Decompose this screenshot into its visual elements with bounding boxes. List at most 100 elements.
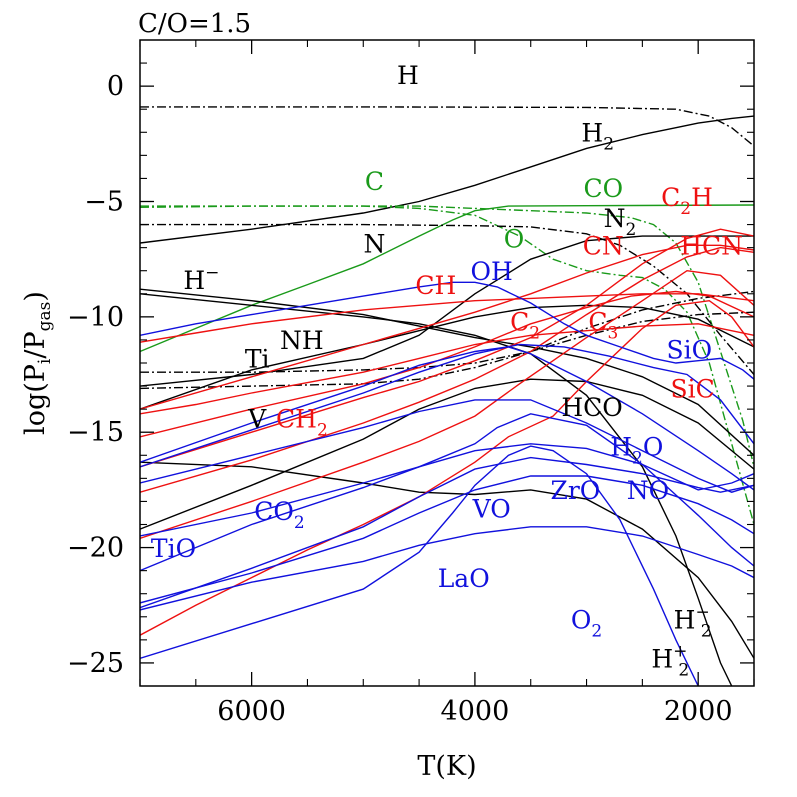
series-line-co2: [140, 399, 754, 493]
species-label-vo: VO: [472, 495, 511, 524]
series-line-n: [140, 223, 754, 375]
label-main: CH: [276, 405, 317, 434]
species-label-h2-: H− 2: [674, 602, 712, 641]
label-main: OH: [471, 257, 513, 286]
species-label-zro: ZrO: [550, 476, 600, 505]
y-tick-label: 0: [107, 71, 124, 102]
species-label-nh: NH: [280, 326, 324, 355]
series-line-h2o: [140, 346, 754, 491]
label-main: HCN: [680, 232, 743, 261]
y-title-end: ): [20, 291, 51, 302]
label-main: VO: [472, 495, 511, 524]
species-label-hcn: HCN: [680, 232, 743, 261]
species-label-oh: OH: [471, 257, 513, 286]
species-label-c2h: C2H: [661, 183, 713, 219]
label-main: C: [365, 167, 384, 196]
axis-ticks: 6000 4000 2000 0 −5 −10 −15 −20 −25: [67, 40, 755, 727]
label-sub: 2: [294, 513, 305, 533]
label-tail: O: [643, 432, 664, 461]
series-line-ch2: [140, 323, 754, 415]
label-sub: 2: [678, 661, 689, 681]
series-line-c2h: [140, 228, 754, 468]
y-title-sub-i: i: [35, 358, 55, 364]
x-tick-label: 6000: [217, 696, 286, 727]
y-tick-label: −10: [67, 302, 124, 333]
species-label-co: CO: [583, 174, 623, 203]
series-line-sic: [140, 299, 754, 636]
series-line-h2: [140, 115, 754, 244]
series-line-vo: [140, 475, 754, 604]
label-sub: 2: [529, 324, 540, 344]
species-label-n2: N2: [604, 204, 637, 240]
species-label-hco: HCO: [561, 393, 622, 422]
label-main: CO: [583, 174, 623, 203]
chart-title: C/O=1.5: [138, 9, 251, 39]
series-line-hco: [140, 378, 754, 530]
species-label-ch2: CH2: [276, 405, 328, 441]
series-line-zro: [140, 443, 754, 572]
species-label-lao: LaO: [438, 564, 490, 593]
label-main: C: [510, 308, 529, 337]
species-label-co2: CO2: [254, 497, 304, 533]
series-line-n2: [140, 235, 754, 387]
label-main: C: [661, 183, 680, 212]
x-axis-title: T(K): [417, 751, 476, 782]
series-line-tio: [140, 413, 754, 567]
series-line-h2minus: [140, 461, 754, 659]
y-tick-label: −15: [67, 417, 124, 448]
species-label-o: O: [504, 225, 525, 254]
series-line-lao: [140, 526, 754, 611]
label-main: TiO: [151, 534, 196, 563]
species-label-ti: Ti: [245, 345, 270, 374]
y-axis-title: log(Pi/Pgas): [20, 291, 55, 435]
species-label-h2o: H2O: [610, 432, 663, 468]
label-sup: −: [695, 602, 709, 622]
series-line-sio: [140, 343, 754, 468]
x-tick-label: 2000: [664, 696, 733, 727]
label-main: H: [581, 119, 603, 148]
species-label-h: H: [397, 61, 419, 90]
series-line-hminus: [140, 288, 754, 456]
label-sub: 2: [680, 199, 691, 219]
y-tick-label: −20: [67, 533, 124, 564]
y-title-mid: /P: [20, 331, 51, 358]
label-main: H: [674, 605, 696, 634]
label-main: H: [610, 432, 632, 461]
species-label-h2plus: H+ 2: [651, 642, 689, 681]
species-label-cn: CN: [583, 232, 624, 261]
series-line-c2: [140, 290, 754, 438]
series-line-v: [140, 290, 754, 390]
label-main: LaO: [438, 564, 490, 593]
species-label-c2: C2: [510, 308, 540, 344]
label-main: NO: [627, 476, 669, 505]
species-label-sic: SiC: [670, 375, 714, 404]
label-main: NH: [280, 326, 324, 355]
label-main: H: [397, 61, 419, 90]
label-main: H: [183, 266, 205, 295]
species-label-h-: H−: [183, 263, 219, 295]
label-sub: 2: [317, 421, 328, 441]
series-line-oh: [140, 281, 754, 380]
label-sup: −: [205, 263, 219, 283]
series-line-o: [140, 205, 754, 467]
label-sub: 2: [632, 448, 643, 468]
label-main: ZrO: [550, 476, 600, 505]
y-tick-label: −25: [67, 648, 124, 679]
species-label-tio: TiO: [151, 534, 196, 563]
series-line-o2: [140, 445, 699, 686]
label-sup: +: [673, 642, 687, 662]
series-line-no: [140, 456, 754, 609]
label-main: N: [363, 229, 385, 258]
label-sub: 3: [607, 324, 618, 344]
species-label-sio: SiO: [666, 335, 712, 364]
series-line-hcn: [140, 246, 754, 493]
y-title-sub-gas: gas: [35, 302, 55, 332]
label-main: C: [588, 308, 607, 337]
series-line-co: [140, 204, 754, 353]
species-label-c3: C3: [588, 308, 618, 344]
series-layer: [140, 106, 754, 686]
label-main: O: [504, 225, 525, 254]
species-label-no: NO: [627, 476, 669, 505]
